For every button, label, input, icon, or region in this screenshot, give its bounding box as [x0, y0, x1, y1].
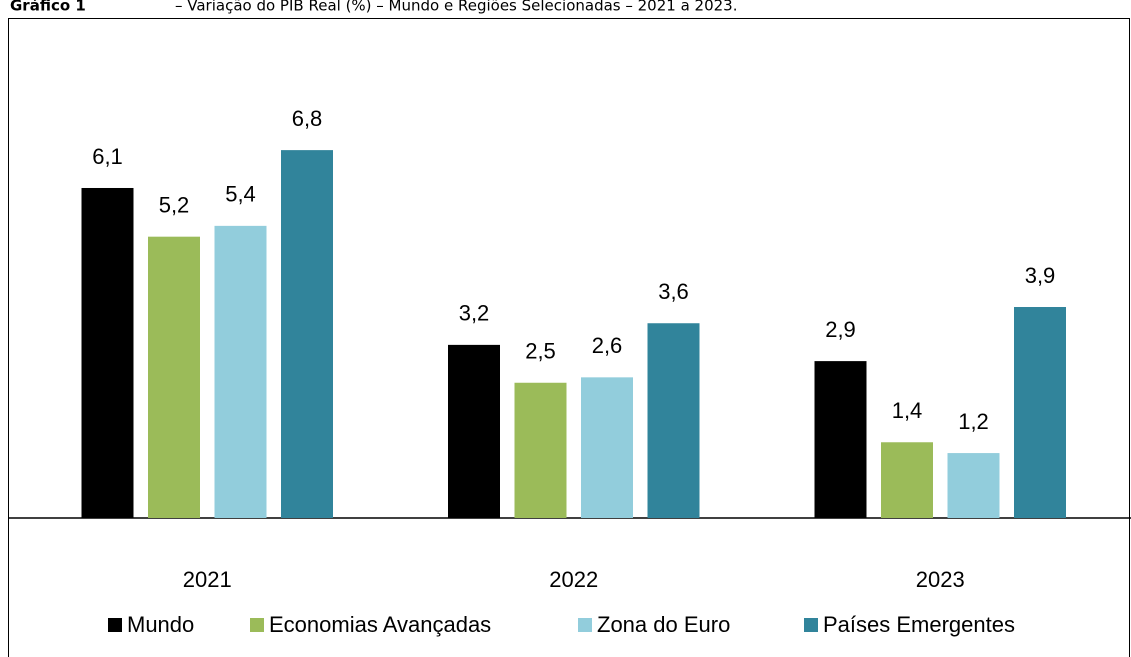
data-label: 6,1 [92, 144, 123, 169]
x-tick-label: 2021 [183, 567, 232, 592]
data-label: 2,9 [825, 317, 856, 342]
bar [448, 344, 500, 518]
data-label: 3,6 [658, 279, 689, 304]
data-label: 3,2 [459, 301, 490, 326]
legend-swatch [250, 618, 264, 632]
bar [214, 225, 267, 519]
bar [81, 187, 134, 519]
data-label: 2,6 [592, 333, 623, 358]
data-label: 5,4 [225, 182, 256, 207]
bar [814, 361, 867, 518]
legend-label: Países Emergentes [823, 612, 1015, 637]
chart-frame [8, 18, 1130, 657]
legend-swatch [578, 618, 592, 632]
legend-label: Economias Avançadas [269, 612, 491, 637]
x-tick-label: 2022 [549, 567, 598, 592]
data-label: 1,2 [958, 409, 989, 434]
bar [947, 453, 1000, 518]
data-label: 1,4 [892, 398, 923, 423]
bar [148, 236, 200, 518]
legend-swatch [804, 618, 818, 632]
legend-label: Mundo [127, 612, 194, 637]
bar [281, 150, 333, 518]
data-label: 6,8 [292, 106, 323, 131]
x-tick-label: 2023 [916, 567, 965, 592]
bar [647, 323, 700, 518]
bar [881, 442, 933, 518]
chart-subtitle: – Variação do PIB Real (%) – Mundo e Reg… [175, 0, 737, 15]
chart-title: Gráfico 1 [10, 0, 86, 15]
data-label: 5,2 [159, 192, 190, 217]
bar [514, 382, 567, 518]
bar [581, 377, 633, 518]
legend-label: Zona do Euro [597, 612, 730, 637]
bar [1014, 307, 1066, 518]
data-label: 2,5 [525, 339, 556, 364]
legend-swatch [108, 618, 122, 632]
data-label: 3,9 [1025, 263, 1056, 288]
